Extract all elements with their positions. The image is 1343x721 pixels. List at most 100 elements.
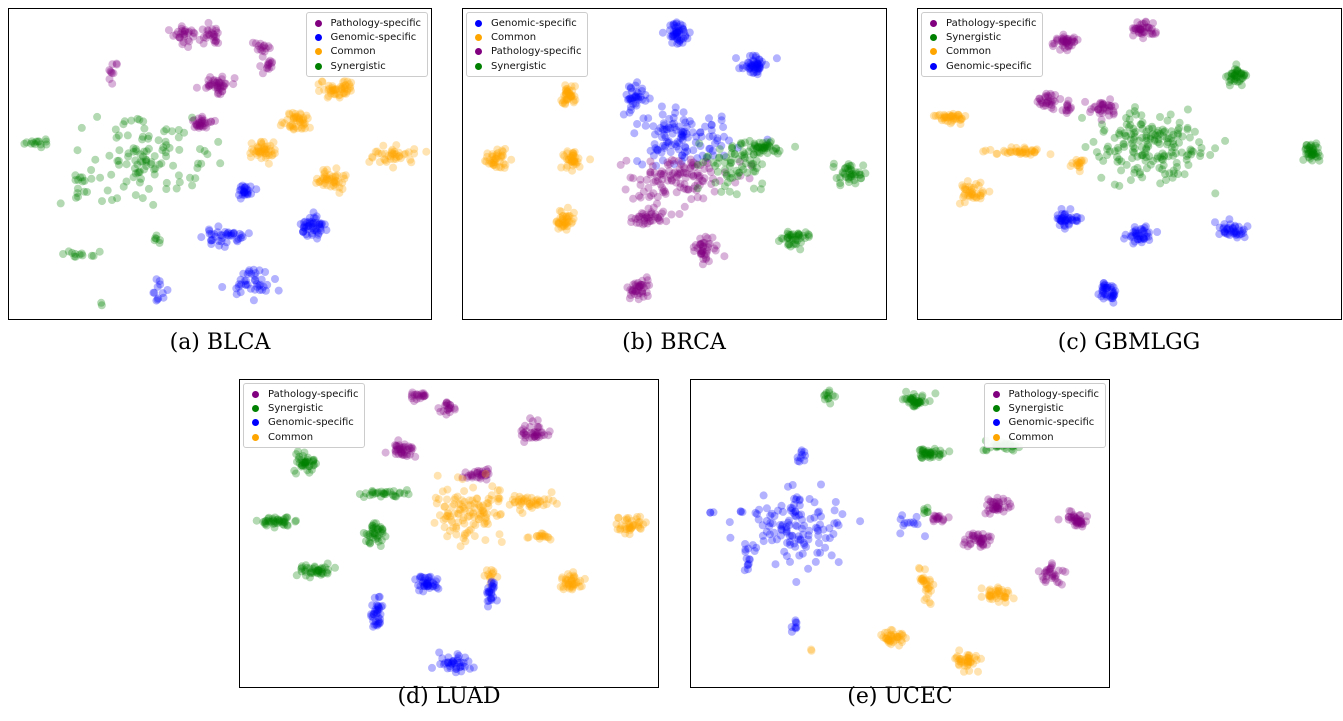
data-point-synergistic — [762, 138, 771, 147]
data-point-genomic-specific — [152, 296, 161, 305]
data-point-genomic-specific — [450, 659, 459, 668]
data-point-synergistic — [282, 513, 291, 522]
data-point-genomic-specific — [1109, 283, 1118, 292]
data-point-synergistic — [725, 162, 734, 171]
data-point-common — [634, 522, 643, 531]
data-point-genomic-specific — [645, 94, 654, 103]
data-point-pathology-specific — [214, 76, 222, 85]
data-point-synergistic — [1081, 143, 1090, 151]
data-point-synergistic — [78, 177, 87, 186]
legend-entry: Synergistic — [249, 401, 358, 415]
data-point-genomic-specific — [490, 583, 499, 592]
data-point-synergistic — [1100, 126, 1109, 135]
data-point-common — [920, 576, 928, 585]
data-point-pathology-specific — [107, 68, 116, 77]
data-point-synergistic — [147, 160, 156, 169]
data-point-pathology-specific — [637, 209, 646, 218]
data-point-common — [458, 496, 467, 505]
data-point-genomic-specific — [308, 219, 317, 228]
data-point-common — [567, 156, 576, 165]
data-point-synergistic — [847, 166, 856, 175]
data-point-pathology-specific — [626, 291, 635, 299]
data-point-pathology-specific — [1064, 513, 1073, 521]
data-point-genomic-specific — [235, 186, 244, 195]
data-point-synergistic — [380, 489, 388, 498]
data-point-genomic-specific — [1132, 232, 1141, 240]
data-point-synergistic — [1173, 170, 1182, 179]
data-point-genomic-specific — [706, 508, 715, 517]
data-point-synergistic — [1133, 152, 1142, 161]
data-point-pathology-specific — [404, 442, 413, 451]
data-point-pathology-specific — [470, 467, 479, 476]
data-point-genomic-specific — [250, 272, 259, 281]
data-point-pathology-specific — [476, 474, 485, 483]
data-point-common — [455, 505, 464, 514]
data-point-common — [443, 512, 452, 520]
data-point-genomic-specific — [660, 143, 669, 152]
data-point-genomic-specific — [227, 231, 236, 240]
data-point-common — [993, 149, 1002, 158]
data-point-pathology-specific — [653, 213, 662, 222]
data-point-synergistic — [732, 166, 741, 175]
data-point-synergistic — [1105, 147, 1114, 156]
data-point-pathology-specific — [1058, 106, 1067, 115]
data-point-genomic-specific — [725, 518, 734, 527]
data-point-genomic-specific — [218, 234, 227, 242]
data-point-synergistic — [127, 116, 136, 125]
data-point-common — [992, 149, 1001, 158]
data-point-pathology-specific — [1042, 572, 1051, 581]
data-point-genomic-specific — [1233, 233, 1242, 242]
data-point-common — [991, 586, 1000, 595]
data-point-genomic-specific — [751, 51, 760, 60]
data-point-synergistic — [301, 457, 310, 466]
data-point-pathology-specific — [217, 75, 226, 84]
data-point-synergistic — [757, 145, 766, 154]
data-point-common — [480, 520, 489, 529]
data-point-genomic-specific — [420, 580, 429, 589]
data-point-common — [979, 147, 988, 156]
data-point-genomic-specific — [453, 654, 462, 663]
data-point-synergistic — [73, 146, 82, 155]
data-point-genomic-specific — [784, 482, 792, 491]
data-point-genomic-specific — [312, 227, 321, 236]
panel-caption: (a) BLCA — [169, 330, 271, 355]
data-point-pathology-specific — [1147, 24, 1156, 33]
data-point-pathology-specific — [630, 285, 639, 294]
data-point-genomic-specific — [1132, 229, 1141, 238]
data-point-genomic-specific — [1131, 226, 1140, 235]
data-point-common — [396, 154, 405, 163]
data-point-synergistic — [756, 185, 765, 194]
data-point-synergistic — [901, 394, 910, 403]
data-point-synergistic — [732, 190, 741, 199]
data-point-common — [496, 163, 505, 172]
data-point-common — [992, 588, 1001, 597]
data-point-synergistic — [1153, 131, 1162, 140]
data-point-synergistic — [1138, 151, 1147, 160]
data-point-pathology-specific — [1048, 572, 1057, 581]
panel-caption: (d) LUAD — [397, 684, 501, 709]
data-point-common — [919, 573, 928, 582]
data-point-synergistic — [749, 144, 758, 153]
data-point-common — [1000, 594, 1009, 603]
data-point-synergistic — [918, 445, 927, 454]
data-point-genomic-specific — [756, 59, 765, 68]
data-point-pathology-specific — [1091, 102, 1100, 111]
data-point-pathology-specific — [934, 513, 943, 522]
data-point-genomic-specific — [673, 32, 682, 41]
data-point-pathology-specific — [1109, 109, 1118, 118]
data-point-pathology-specific — [1101, 104, 1110, 113]
data-point-common — [505, 500, 514, 509]
data-point-genomic-specific — [371, 617, 380, 626]
data-point-synergistic — [174, 126, 183, 134]
data-point-genomic-specific — [149, 288, 158, 297]
data-point-pathology-specific — [1090, 103, 1099, 112]
data-point-pathology-specific — [653, 177, 662, 186]
data-point-common — [994, 587, 1003, 596]
data-point-pathology-specific — [198, 116, 207, 125]
data-point-pathology-specific — [697, 247, 706, 256]
data-point-pathology-specific — [993, 502, 1001, 511]
data-point-common — [524, 533, 533, 542]
data-point-common — [450, 500, 459, 509]
data-point-pathology-specific — [1044, 96, 1053, 105]
data-point-genomic-specific — [795, 457, 804, 466]
